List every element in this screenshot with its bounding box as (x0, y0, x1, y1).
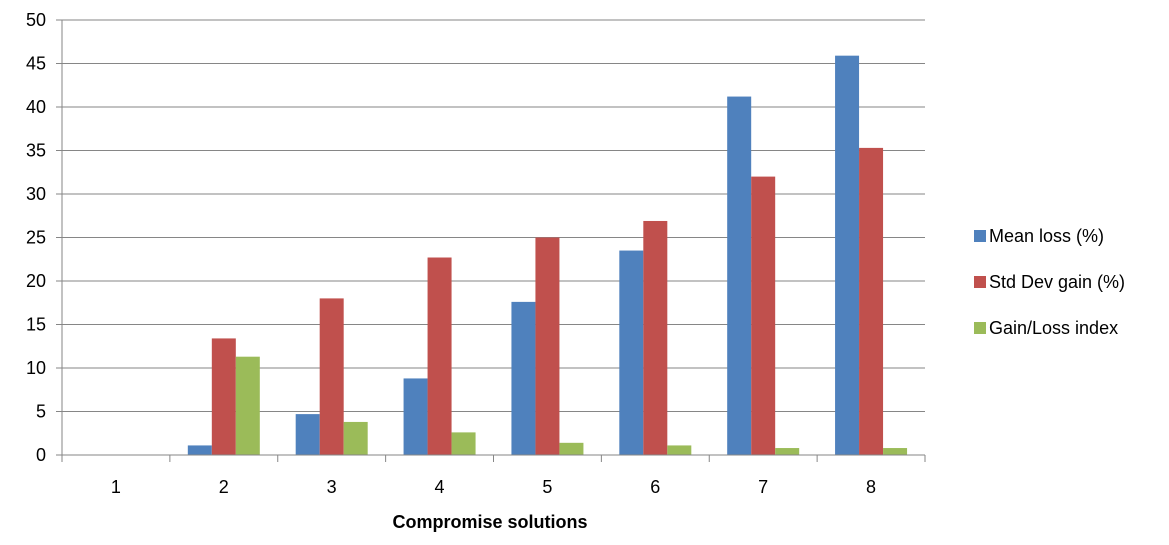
legend-label: Gain/Loss index (989, 318, 1118, 338)
legend-label: Std Dev gain (%) (989, 272, 1125, 292)
legend-swatch (974, 230, 986, 242)
legend-swatch (974, 276, 986, 288)
bar (559, 442, 584, 455)
gridlines (62, 19, 925, 412)
legend-label: Mean loss (%) (989, 226, 1104, 246)
y-tick-label: 20 (26, 271, 46, 291)
y-tick-label: 40 (26, 97, 46, 117)
x-tick-label: 1 (111, 477, 121, 497)
bar (751, 176, 776, 455)
x-tick-label: 2 (219, 477, 229, 497)
x-axis-title: Compromise solutions (392, 512, 587, 532)
bars (187, 55, 908, 456)
bar (859, 147, 884, 455)
y-tick-label: 25 (26, 228, 46, 248)
x-tick-label: 8 (866, 477, 876, 497)
bar (667, 445, 692, 455)
x-tick-label: 6 (650, 477, 660, 497)
bar (643, 220, 668, 455)
bar (319, 298, 344, 455)
bar (295, 414, 320, 455)
y-tick-label: 0 (36, 445, 46, 465)
y-tick-label: 50 (26, 10, 46, 30)
bar (511, 301, 536, 455)
legend: Mean loss (%) Std Dev gain (%) Gain/Loss i… (974, 226, 1125, 338)
x-tick-label: 7 (758, 477, 768, 497)
axes (56, 19, 926, 462)
bar (427, 257, 452, 455)
legend-swatch (974, 322, 986, 334)
bar (403, 378, 428, 455)
x-tick-label: 4 (435, 477, 445, 497)
bar (835, 55, 860, 456)
bar (187, 445, 212, 455)
bar (775, 448, 800, 455)
bar (343, 421, 368, 455)
y-tick-label: 15 (26, 315, 46, 335)
x-tick-label: 5 (542, 477, 552, 497)
y-tick-label: 10 (26, 358, 46, 378)
bar (619, 250, 644, 455)
y-tick-label: 5 (36, 402, 46, 422)
bar (727, 96, 752, 455)
y-tick-label: 45 (26, 54, 46, 74)
bar (235, 356, 260, 455)
x-tick-label: 3 (327, 477, 337, 497)
bar (451, 432, 476, 455)
y-tick-label: 30 (26, 184, 46, 204)
y-tick-label: 35 (26, 141, 46, 161)
bar (211, 338, 236, 455)
bar (535, 237, 560, 455)
bar (883, 448, 908, 455)
